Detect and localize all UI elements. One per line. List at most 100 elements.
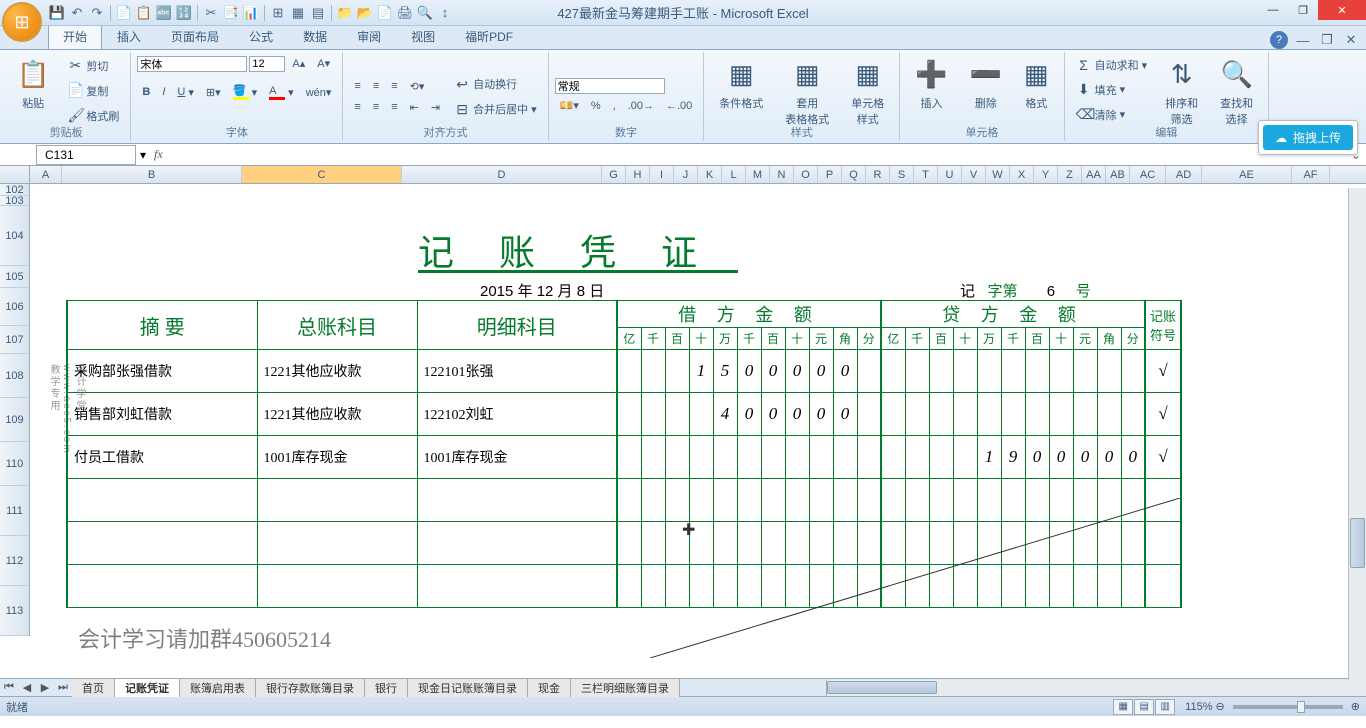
zoom-slider[interactable] — [1233, 705, 1343, 709]
column-header[interactable]: M — [746, 166, 770, 183]
qat-button[interactable]: 📄 — [376, 4, 394, 22]
inc-decimal-button[interactable]: .00→ — [623, 97, 659, 115]
column-header[interactable]: P — [818, 166, 842, 183]
row-header[interactable]: 110 — [0, 442, 29, 486]
column-header[interactable]: AE — [1202, 166, 1292, 183]
row-header[interactable]: 105 — [0, 266, 29, 288]
sheet-tab[interactable]: 银行存款账簿目录 — [256, 679, 365, 697]
help-icon[interactable]: ? — [1270, 31, 1288, 49]
horizontal-scrollbar[interactable] — [826, 680, 1366, 696]
column-header[interactable]: AC — [1130, 166, 1166, 183]
qat-button[interactable]: ↷ — [88, 4, 106, 22]
view-pagebreak-button[interactable]: ▥ — [1155, 699, 1175, 715]
align-top-button[interactable]: ≡ — [349, 77, 365, 95]
sheet-tab[interactable]: 三栏明细账簿目录 — [571, 679, 680, 697]
indent-inc-button[interactable]: ⇥ — [426, 98, 445, 117]
merge-center-button[interactable]: ⊟合并后居中▾ — [449, 98, 542, 121]
column-header[interactable]: D — [402, 166, 602, 183]
column-header[interactable]: O — [794, 166, 818, 183]
row-header[interactable]: 109 — [0, 398, 29, 442]
align-middle-button[interactable]: ≡ — [368, 77, 384, 95]
italic-button[interactable]: I — [157, 83, 170, 101]
ribbon-tab[interactable]: 公式 — [234, 23, 288, 49]
sheet-tab[interactable]: 记账凭证 — [115, 679, 180, 697]
qat-button[interactable]: ▤ — [309, 4, 327, 22]
column-header[interactable]: Y — [1034, 166, 1058, 183]
row-header[interactable]: 103 — [0, 196, 29, 206]
ribbon-tab[interactable]: 页面布局 — [156, 23, 234, 49]
shrink-font-button[interactable]: A▾ — [312, 54, 335, 73]
font-color-button[interactable]: A▾ — [264, 82, 299, 103]
vertical-scrollbar[interactable] — [1348, 188, 1366, 680]
upload-button[interactable]: ☁ 拖拽上传 — [1263, 125, 1353, 150]
qat-button[interactable]: 📁 — [336, 4, 354, 22]
comma-button[interactable]: , — [608, 97, 621, 115]
grid-area[interactable]: 102103104105106107108109110111112113 记 账… — [0, 184, 1366, 678]
qat-button[interactable]: ↕ — [436, 4, 454, 22]
view-normal-button[interactable]: ▦ — [1113, 699, 1133, 715]
column-header[interactable]: Z — [1058, 166, 1082, 183]
close-button[interactable]: ✕ — [1318, 0, 1366, 20]
minimize-button[interactable]: — — [1258, 0, 1288, 20]
column-header[interactable]: I — [650, 166, 674, 183]
phonetic-button[interactable]: wén▾ — [301, 83, 337, 102]
number-format-select[interactable] — [555, 78, 665, 94]
qat-button[interactable]: ↶ — [68, 4, 86, 22]
sheet-tab[interactable]: 账簿启用表 — [180, 679, 256, 697]
clear-button[interactable]: ⌫清除▾ — [1071, 103, 1153, 126]
column-header[interactable]: AA — [1082, 166, 1106, 183]
align-center-button[interactable]: ≡ — [368, 98, 384, 116]
sheet-tab[interactable]: 银行 — [365, 679, 408, 697]
formula-input[interactable] — [171, 153, 1346, 157]
fill-button[interactable]: ⬇填充▾ — [1071, 78, 1153, 101]
column-header[interactable]: S — [890, 166, 914, 183]
view-layout-button[interactable]: ▤ — [1134, 699, 1154, 715]
column-header[interactable]: R — [866, 166, 890, 183]
currency-button[interactable]: 💴▾ — [555, 96, 584, 115]
sheet-nav-first[interactable]: ⏮ — [0, 681, 18, 694]
percent-button[interactable]: % — [586, 97, 606, 115]
font-size-select[interactable] — [249, 56, 285, 72]
sheet-nav-last[interactable]: ⏭ — [54, 681, 72, 694]
row-header[interactable]: 108 — [0, 354, 29, 398]
column-header[interactable]: C — [242, 166, 402, 183]
dec-decimal-button[interactable]: ←.00 — [661, 97, 697, 115]
ribbon-tab[interactable]: 视图 — [396, 23, 450, 49]
ribbon-min-icon[interactable]: — — [1294, 31, 1312, 49]
column-header[interactable]: Q — [842, 166, 866, 183]
qat-button[interactable]: 📊 — [242, 4, 260, 22]
qat-button[interactable]: 🔤 — [155, 4, 173, 22]
copy-button[interactable]: 📄复制 — [62, 79, 124, 102]
ribbon-tab[interactable]: 数据 — [288, 23, 342, 49]
column-header[interactable]: H — [626, 166, 650, 183]
column-header[interactable]: L — [722, 166, 746, 183]
row-header[interactable]: 104 — [0, 206, 29, 266]
align-right-button[interactable]: ≡ — [386, 98, 402, 116]
zoom-value[interactable]: 115% — [1185, 701, 1212, 713]
indent-dec-button[interactable]: ⇤ — [405, 98, 424, 117]
column-header[interactable]: AD — [1166, 166, 1202, 183]
sheet-nav-prev[interactable]: ◀ — [18, 681, 36, 694]
vscroll-thumb[interactable] — [1350, 518, 1365, 568]
qat-button[interactable]: 📑 — [222, 4, 240, 22]
hscroll-thumb[interactable] — [827, 681, 937, 694]
font-name-select[interactable] — [137, 56, 247, 72]
row-header[interactable]: 106 — [0, 288, 29, 326]
fx-icon[interactable]: fx — [146, 147, 171, 162]
qat-button[interactable]: 📋 — [135, 4, 153, 22]
zoom-in-button[interactable]: ⊕ — [1351, 700, 1360, 713]
orientation-button[interactable]: ⟲▾ — [405, 77, 430, 96]
ribbon-restore-icon[interactable]: ❐ — [1318, 31, 1336, 49]
sheet-tab[interactable]: 首页 — [72, 679, 115, 697]
qat-button[interactable]: ⊞ — [269, 4, 287, 22]
column-header[interactable]: K — [698, 166, 722, 183]
column-header[interactable]: AB — [1106, 166, 1130, 183]
name-box[interactable] — [36, 145, 136, 165]
qat-button[interactable]: 📄 — [115, 4, 133, 22]
qat-button[interactable]: ✂ — [202, 4, 220, 22]
underline-button[interactable]: U▾ — [172, 83, 198, 102]
qat-button[interactable]: 🖨 — [396, 4, 414, 22]
column-header[interactable]: W — [986, 166, 1010, 183]
office-button[interactable] — [2, 2, 42, 42]
autosum-button[interactable]: Σ自动求和▾ — [1071, 54, 1153, 76]
